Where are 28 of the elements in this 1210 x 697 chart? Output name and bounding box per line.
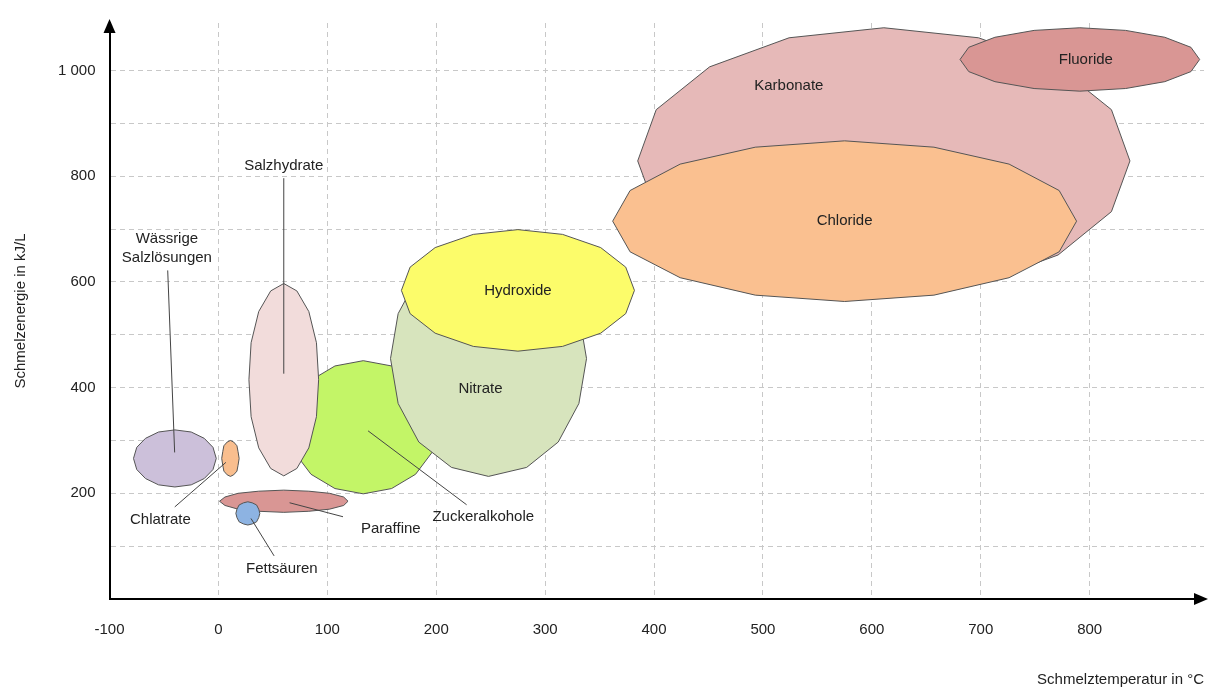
x-tick-label: 0 — [214, 620, 223, 638]
x-tick-label: 400 — [641, 620, 667, 638]
x-tick-label: 300 — [532, 620, 558, 638]
series-label: Paraffine — [360, 519, 421, 537]
x-tick-label: 500 — [750, 620, 776, 638]
text: Fettsäuren — [245, 558, 318, 576]
series-label: Hydroxide — [484, 280, 552, 298]
y-tick-label: 800 — [70, 166, 96, 184]
x-tick-label: 200 — [423, 620, 449, 638]
x-axis-title: Schmelztemperatur in °C — [1037, 670, 1205, 688]
series-label: Karbonate — [754, 76, 824, 94]
y-tick-label: 400 — [70, 377, 96, 395]
x-tick-label: 800 — [1077, 620, 1103, 638]
text: Salzhydrate — [244, 155, 324, 173]
series-label: Chloride — [816, 211, 873, 229]
text: Zuckeralkohole — [432, 507, 535, 525]
x-tick-label: -100 — [94, 620, 125, 638]
series-label: Nitrate — [458, 378, 503, 396]
y-tick-label: 1 000 — [57, 60, 96, 78]
x-tick-label: 100 — [314, 620, 340, 638]
y-tick-label: 200 — [70, 483, 96, 501]
series-label: Fluoride — [1058, 49, 1113, 67]
y-axis-title: Schmelzenergie in kJ/L — [11, 233, 29, 389]
x-tick-label: 700 — [968, 620, 994, 638]
text: Wässrige Salzlösungen — [121, 229, 212, 266]
x-tick-label: 600 — [859, 620, 885, 638]
text: Chlatrate — [129, 509, 191, 527]
y-tick-label: 600 — [70, 272, 96, 290]
